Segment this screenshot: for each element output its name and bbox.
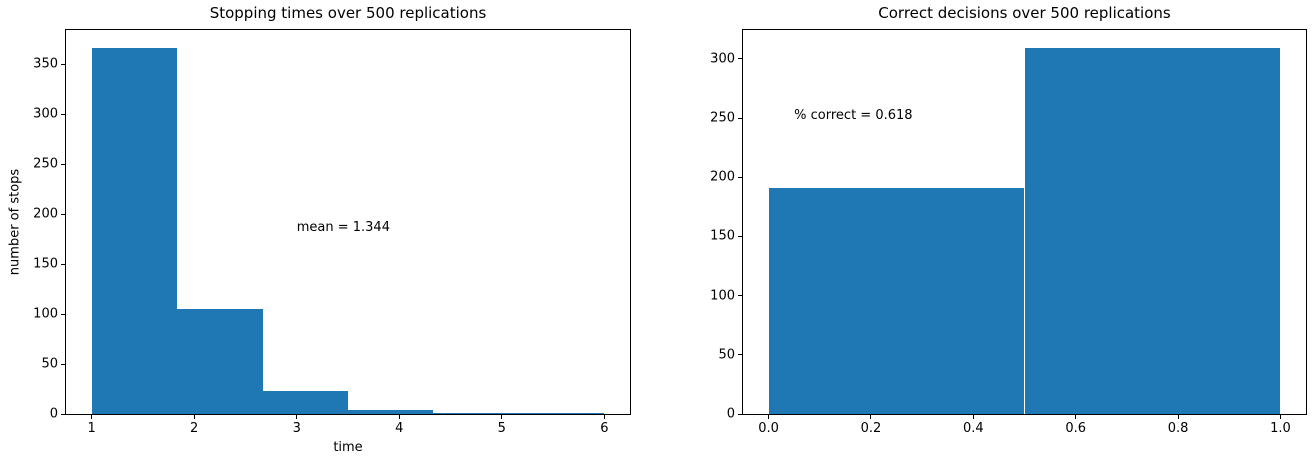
y-tick-label: 200 bbox=[710, 169, 735, 185]
y-tick-mark bbox=[61, 413, 65, 415]
x-tick-mark bbox=[1279, 415, 1281, 419]
x-tick-mark bbox=[870, 415, 872, 419]
x-tick-label: 0.2 bbox=[860, 421, 882, 436]
y-tick-label: 50 bbox=[718, 347, 735, 363]
x-tick-mark bbox=[972, 415, 974, 419]
histogram-bar bbox=[91, 48, 178, 414]
y-tick-mark bbox=[61, 213, 65, 215]
y-tick-mark bbox=[61, 163, 65, 165]
x-tick-label: 0.8 bbox=[1167, 421, 1189, 436]
x-tick-mark bbox=[603, 415, 605, 419]
y-tick-label: 250 bbox=[710, 110, 735, 126]
x-tick-label: 1.0 bbox=[1270, 421, 1291, 436]
y-tick-label: 100 bbox=[710, 288, 735, 304]
x-tick-label: 2 bbox=[190, 421, 199, 436]
y-tick-mark bbox=[61, 363, 65, 365]
histogram-bar bbox=[1024, 48, 1281, 414]
x-tick-label: 3 bbox=[292, 421, 301, 436]
x-tick-label: 0.0 bbox=[758, 421, 779, 436]
y-tick-mark bbox=[738, 58, 742, 60]
y-tick-mark bbox=[738, 354, 742, 356]
y-tick-label: 200 bbox=[33, 206, 58, 222]
x-tick-label: 1 bbox=[87, 421, 96, 436]
mean-annotation: mean = 1.344 bbox=[296, 220, 390, 236]
histogram-bar bbox=[177, 309, 263, 414]
x-tick-mark bbox=[193, 415, 195, 419]
x-tick-mark bbox=[1177, 415, 1179, 419]
x-tick-mark bbox=[768, 415, 770, 419]
correct-decisions-chart: Correct decisions over 500 replications … bbox=[710, 4, 1307, 436]
stopping-times-title: Stopping times over 500 replications bbox=[209, 4, 487, 22]
histogram-bar bbox=[262, 391, 348, 414]
y-tick-label: 50 bbox=[41, 356, 58, 372]
x-tick-mark bbox=[91, 415, 93, 419]
y-tick-label: 100 bbox=[33, 306, 58, 322]
x-tick-label: 0.6 bbox=[1065, 421, 1087, 436]
y-axis-label-number-of-stops: number of stops bbox=[7, 168, 23, 276]
histogram-bar bbox=[518, 413, 605, 414]
y-tick-mark bbox=[61, 263, 65, 265]
y-tick-label: 150 bbox=[33, 256, 58, 272]
y-tick-mark bbox=[738, 413, 742, 415]
x-tick-mark bbox=[398, 415, 400, 419]
y-tick-mark bbox=[738, 295, 742, 297]
y-tick-mark bbox=[61, 313, 65, 315]
x-axis-label-time: time bbox=[333, 440, 363, 455]
percent-correct-annotation: % correct = 0.618 bbox=[794, 108, 913, 124]
x-tick-label: 4 bbox=[395, 421, 404, 436]
correct-decisions-title: Correct decisions over 500 replications bbox=[878, 4, 1171, 22]
y-tick-mark bbox=[61, 113, 65, 115]
histogram-bar bbox=[433, 413, 519, 414]
y-tick-label: 150 bbox=[710, 228, 735, 244]
y-tick-label: 0 bbox=[726, 406, 735, 422]
histogram-bar bbox=[768, 187, 1025, 414]
x-tick-mark bbox=[296, 415, 298, 419]
stopping-times-chart: Stopping times over 500 replications num… bbox=[8, 4, 631, 455]
y-tick-mark bbox=[61, 63, 65, 65]
y-tick-label: 300 bbox=[710, 51, 735, 67]
histogram-bar bbox=[348, 410, 434, 414]
y-tick-mark bbox=[738, 235, 742, 237]
y-tick-mark bbox=[738, 176, 742, 178]
y-tick-label: 300 bbox=[33, 106, 58, 122]
y-tick-label: 0 bbox=[49, 406, 58, 422]
y-tick-mark bbox=[738, 117, 742, 119]
x-tick-label: 5 bbox=[497, 421, 506, 436]
x-tick-label: 0.4 bbox=[962, 421, 984, 436]
x-tick-label: 6 bbox=[600, 421, 609, 436]
x-tick-mark bbox=[1075, 415, 1077, 419]
x-tick-mark bbox=[501, 415, 503, 419]
y-tick-label: 250 bbox=[33, 156, 58, 172]
y-tick-label: 350 bbox=[33, 56, 58, 72]
